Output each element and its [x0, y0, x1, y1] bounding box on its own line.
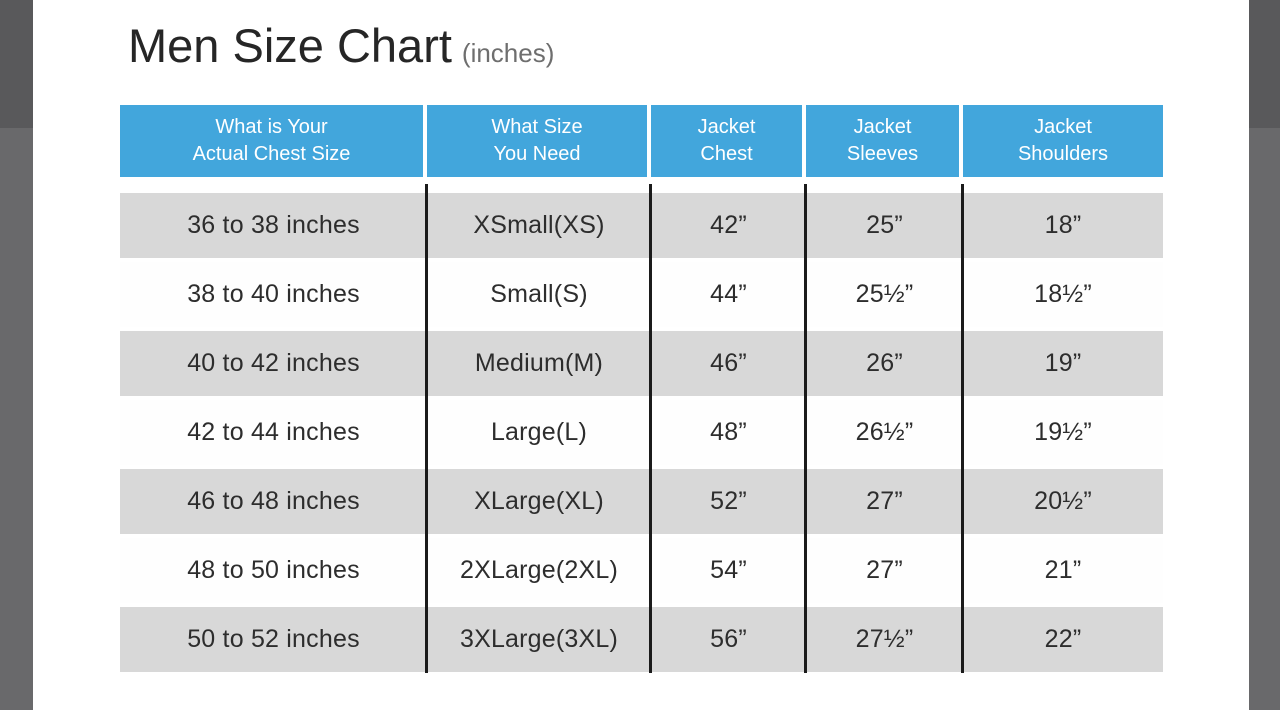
letterbox-left-bar — [0, 0, 33, 710]
size-chart-table: What is Your Actual Chest Size What Size… — [120, 105, 1163, 673]
header-line: Shoulders — [1017, 143, 1109, 165]
table-cell: 54” — [710, 556, 747, 584]
table-cell: 56” — [710, 625, 747, 653]
column-header-jacket-shoulders: Jacket Shoulders — [963, 105, 1163, 177]
table-cell: 27½” — [855, 625, 914, 653]
table-row: 38 to 40 inches Small(S) 44” 25½” 18½” — [120, 259, 1163, 328]
header-line: You Need — [493, 143, 581, 165]
table-cell: 20½” — [1034, 487, 1092, 515]
header-line: Chest — [700, 143, 753, 165]
table-cell: 27” — [866, 556, 903, 584]
table-cell: 22” — [1044, 625, 1082, 653]
table-cell: XLarge(XL) — [474, 487, 604, 515]
header-line: What is Your — [215, 116, 328, 138]
table-cell: Large(L) — [490, 418, 588, 446]
table-row: 36 to 38 inches XSmall(XS) 42” 25” 18” — [120, 190, 1163, 259]
letterbox-right-bar — [1249, 0, 1280, 710]
table-cell: 50 to 52 inches — [187, 625, 360, 653]
table-cell: 38 to 40 inches — [187, 280, 360, 308]
table-cell: 2XLarge(2XL) — [459, 556, 619, 584]
table-cell: 19½” — [1034, 418, 1092, 446]
table-cell: 42 to 44 inches — [187, 418, 360, 446]
table-cell: Small(S) — [490, 280, 588, 308]
table-cell: 18½” — [1034, 280, 1092, 308]
table-row: 40 to 42 inches Medium(M) 46” 26” 19” — [120, 328, 1163, 397]
column-header-actual-chest-size: What is Your Actual Chest Size — [120, 105, 427, 177]
table-body: 36 to 38 inches XSmall(XS) 42” 25” 18” 3… — [120, 184, 1163, 673]
table-cell: 18” — [1044, 211, 1082, 239]
table-cell: Medium(M) — [474, 349, 604, 377]
table-cell: 36 to 38 inches — [187, 211, 360, 239]
column-header-size-you-need: What Size You Need — [427, 105, 651, 177]
page-title: Men Size Chart (inches) — [128, 18, 554, 73]
table-cell: 19” — [1044, 349, 1082, 377]
header-line: Actual Chest Size — [192, 143, 351, 165]
table-row: 50 to 52 inches 3XLarge(3XL) 56” 27½” 22… — [120, 604, 1163, 673]
column-header-jacket-sleeves: Jacket Sleeves — [806, 105, 963, 177]
column-divider-line — [804, 184, 807, 673]
table-cell: 46 to 48 inches — [187, 487, 360, 515]
table-cell: 42” — [710, 211, 747, 239]
header-line: Jacket — [853, 116, 912, 138]
table-cell: 26” — [866, 349, 903, 377]
table-cell: 27” — [866, 487, 903, 515]
header-line: Jacket — [1034, 116, 1092, 138]
table-cell: 25½” — [855, 280, 914, 308]
table-cell: 52” — [710, 487, 747, 515]
table-cell: 48” — [710, 418, 747, 446]
table-cell: 40 to 42 inches — [187, 349, 360, 377]
table-cell: 3XLarge(3XL) — [459, 625, 619, 653]
table-cell: XSmall(XS) — [473, 211, 605, 239]
header-line: Sleeves — [846, 143, 919, 165]
table-cell: 46” — [710, 349, 747, 377]
table-cell: 26½” — [855, 418, 914, 446]
page-title-units: (inches) — [461, 38, 555, 68]
header-line: Jacket — [697, 116, 756, 138]
column-header-jacket-chest: Jacket Chest — [651, 105, 806, 177]
header-line: What Size — [491, 116, 583, 138]
table-row: 48 to 50 inches 2XLarge(2XL) 54” 27” 21” — [120, 535, 1163, 604]
table-cell: 48 to 50 inches — [187, 556, 360, 584]
column-divider-line — [961, 184, 964, 673]
table-cell: 44” — [710, 280, 747, 308]
page-title-text: Men Size Chart — [128, 19, 452, 72]
column-divider-line — [649, 184, 652, 673]
table-header-row: What is Your Actual Chest Size What Size… — [120, 105, 1163, 177]
column-divider-line — [425, 184, 428, 673]
table-row: 42 to 44 inches Large(L) 48” 26½” 19½” — [120, 397, 1163, 466]
table-cell: 21” — [1044, 556, 1082, 584]
table-cell: 25” — [866, 211, 903, 239]
table-row: 46 to 48 inches XLarge(XL) 52” 27” 20½” — [120, 466, 1163, 535]
